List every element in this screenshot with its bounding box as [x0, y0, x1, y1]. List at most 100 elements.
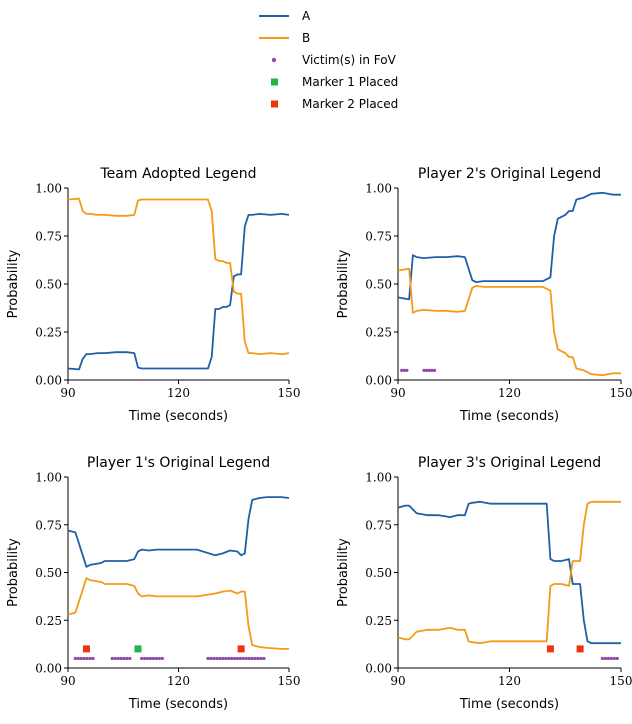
y-tick-label: 1.00	[365, 471, 392, 485]
victim-in-fov-point	[600, 656, 605, 661]
legend-entry-A: A	[259, 9, 311, 23]
chart-player-1: Player 1's Original Legend 0.00 0.25 0.50 0.…	[6, 455, 300, 712]
victim-in-fov-point	[262, 656, 266, 661]
y-tick-label: 1.00	[35, 182, 62, 196]
x-tick-label: 120	[167, 386, 190, 400]
victim-in-fov-point	[256, 656, 260, 661]
y-tick-label: 0.75	[365, 518, 392, 532]
chart-title: Team Adopted Legend	[100, 166, 257, 182]
victim-in-fov-point	[82, 656, 86, 661]
victim-in-fov-point	[148, 656, 153, 661]
victim-in-fov-point	[85, 656, 89, 661]
marker-2-placed-point	[82, 645, 90, 653]
y-tick-label: 0.25	[35, 326, 62, 340]
y-tick-label: 0.25	[365, 326, 392, 340]
victim-in-fov-point	[603, 656, 607, 661]
series-line-A	[67, 496, 290, 568]
series-line-B	[397, 267, 621, 377]
victim-in-fov-point	[232, 656, 237, 661]
victim-in-fov-point	[125, 656, 129, 661]
victim-in-fov-point	[226, 656, 231, 661]
victim-in-fov-point	[241, 656, 245, 661]
x-axis-label: Time (seconds)	[459, 409, 559, 424]
y-axis-label: Probability	[6, 538, 21, 607]
legend-label: Victim(s) in FoV	[302, 53, 397, 67]
marker-2-placed-point	[546, 645, 554, 653]
victim-in-fov-point	[79, 656, 83, 661]
victim-in-fov-point	[405, 368, 409, 372]
victim-in-fov-point	[238, 656, 242, 661]
victim-in-fov-point	[122, 656, 126, 661]
marker-1-placed-point	[134, 645, 142, 653]
x-tick-label: 120	[167, 674, 190, 688]
victim-in-fov-point	[250, 656, 254, 661]
x-tick-label: 90	[390, 674, 405, 688]
victim-in-fov-point	[606, 656, 610, 661]
victim-in-fov-point	[615, 656, 619, 661]
victim-in-fov-point	[400, 368, 404, 372]
legend-swatch-square	[271, 100, 278, 108]
chart-title: Player 2's Original Legend	[418, 166, 601, 182]
victim-in-fov-point	[432, 368, 437, 372]
victim-in-fov-point	[209, 656, 213, 661]
victim-in-fov-point	[113, 656, 117, 661]
victim-in-fov-point	[212, 656, 216, 661]
series-line-B	[67, 577, 289, 650]
series-line-A	[397, 500, 621, 645]
victim-in-fov-point	[247, 656, 251, 661]
x-tick-label: 120	[498, 386, 521, 400]
y-tick-label: 0.00	[365, 662, 392, 676]
victim-in-fov-point	[143, 656, 147, 661]
victim-in-fov-point	[91, 656, 95, 661]
x-tick-label: 90	[60, 674, 75, 688]
legend-label: B	[302, 31, 310, 45]
marker-2-placed-point	[576, 645, 584, 653]
chart-title: Player 1's Original Legend	[87, 455, 270, 471]
x-tick-label: 150	[610, 674, 632, 688]
legend-label: Marker 1 Placed	[302, 75, 398, 89]
x-tick-label: 150	[610, 386, 632, 400]
y-tick-label: 1.00	[35, 471, 62, 485]
victim-in-fov-point	[160, 656, 164, 661]
y-tick-label: 0.75	[35, 518, 62, 532]
legend-label: A	[302, 9, 311, 23]
victim-in-fov-point	[88, 656, 92, 661]
victim-in-fov-point	[430, 368, 434, 372]
victim-in-fov-point	[145, 656, 150, 661]
y-tick-label: 0.75	[365, 230, 392, 244]
x-tick-label: 90	[60, 386, 75, 400]
y-tick-label: 0.50	[35, 278, 62, 292]
victim-in-fov-point	[259, 656, 263, 661]
y-tick-label: 0.50	[365, 278, 392, 292]
series-line-B	[397, 500, 621, 645]
legend-entry-B: B	[259, 31, 310, 45]
x-tick-label: 90	[390, 386, 405, 400]
chart-team-adopted: Team Adopted Legend 0.00 0.25 0.50 0.75 1.00 9…	[6, 166, 300, 424]
y-tick-label: 0.25	[35, 614, 62, 628]
victim-in-fov-point	[116, 656, 120, 661]
y-tick-label: 0.25	[365, 614, 392, 628]
victim-in-fov-point	[73, 656, 77, 661]
legend-swatch-dot	[271, 57, 277, 63]
victim-in-fov-point	[221, 656, 225, 661]
x-axis-label: Time (seconds)	[459, 697, 559, 712]
legend-entry-marker1: Marker 1 Placed	[271, 75, 398, 89]
y-tick-label: 0.00	[35, 374, 62, 388]
victim-in-fov-point	[224, 656, 228, 661]
victim-in-fov-point	[425, 368, 429, 372]
marker-2-placed-point	[237, 645, 245, 653]
victim-in-fov-point	[229, 656, 234, 661]
chart-player-2: Player 2's Original Legend 0.00 0.25 0.50 0.…	[336, 166, 632, 424]
victim-in-fov-point	[427, 368, 431, 372]
chart-panels: Team Adopted Legend 0.00 0.25 0.50 0.75 1.00 9…	[6, 166, 632, 712]
legend-label: Marker 2 Placed	[302, 97, 398, 111]
victim-in-fov-point	[119, 656, 123, 661]
victim-in-fov-point	[157, 656, 161, 661]
victim-in-fov-point	[215, 656, 219, 661]
y-tick-label: 1.00	[365, 182, 392, 196]
x-axis-label: Time (seconds)	[128, 697, 228, 712]
victim-in-fov-point	[244, 656, 248, 661]
victim-in-fov-point	[110, 656, 114, 661]
